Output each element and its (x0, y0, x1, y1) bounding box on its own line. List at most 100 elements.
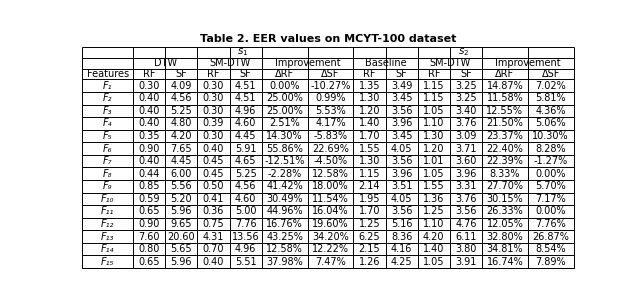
Text: 4.25: 4.25 (391, 257, 412, 267)
Text: 1.40: 1.40 (359, 118, 380, 128)
Text: 30.15%: 30.15% (486, 194, 524, 204)
Text: 0.90: 0.90 (138, 143, 160, 153)
Text: 0.30: 0.30 (203, 81, 224, 91)
Text: $s_2$: $s_2$ (458, 47, 469, 58)
Text: 3.45: 3.45 (391, 93, 412, 103)
Text: 7.17%: 7.17% (536, 194, 566, 204)
Text: 4.05: 4.05 (391, 143, 412, 153)
Text: 4.45: 4.45 (170, 156, 192, 166)
Text: 0.30: 0.30 (203, 131, 224, 141)
Text: 4.45: 4.45 (235, 131, 257, 141)
Text: ΔSF: ΔSF (321, 69, 340, 79)
Text: 0.90: 0.90 (138, 219, 160, 229)
Text: 0.50: 0.50 (203, 181, 224, 191)
Text: 4.05: 4.05 (391, 194, 412, 204)
Text: 3.25: 3.25 (455, 81, 477, 91)
Text: 12.58%: 12.58% (312, 169, 349, 179)
Text: 5.81%: 5.81% (536, 93, 566, 103)
Text: 3.56: 3.56 (455, 206, 477, 217)
Text: 4.36%: 4.36% (536, 106, 566, 116)
Text: 3.96: 3.96 (391, 118, 412, 128)
Text: 3.25: 3.25 (455, 93, 477, 103)
Text: 0.39: 0.39 (203, 118, 224, 128)
Text: 4.20: 4.20 (423, 232, 445, 242)
Text: 4.56: 4.56 (170, 93, 192, 103)
Text: F₁₄: F₁₄ (101, 244, 115, 254)
Text: 25.00%: 25.00% (266, 106, 303, 116)
Text: -12.51%: -12.51% (264, 156, 305, 166)
Text: F₇: F₇ (103, 156, 113, 166)
Text: 14.87%: 14.87% (486, 81, 524, 91)
Text: 3.56: 3.56 (391, 106, 412, 116)
Text: 30.49%: 30.49% (266, 194, 303, 204)
Text: 1.01: 1.01 (423, 156, 444, 166)
Text: RF: RF (207, 69, 220, 79)
Text: 11.58%: 11.58% (486, 93, 524, 103)
Text: F₁: F₁ (103, 81, 113, 91)
Text: 0.40: 0.40 (203, 257, 224, 267)
Text: 12.58%: 12.58% (266, 244, 303, 254)
Text: RF: RF (363, 69, 376, 79)
Text: 3.56: 3.56 (391, 206, 412, 217)
Text: 14.30%: 14.30% (266, 131, 303, 141)
Text: 1.95: 1.95 (358, 194, 380, 204)
Text: 5.91: 5.91 (235, 143, 257, 153)
Text: 0.85: 0.85 (138, 181, 160, 191)
Text: 26.87%: 26.87% (532, 232, 569, 242)
Text: 1.30: 1.30 (423, 131, 444, 141)
Text: 0.65: 0.65 (138, 257, 160, 267)
Text: Improvement: Improvement (275, 58, 340, 68)
Text: 0.40: 0.40 (138, 156, 160, 166)
Text: 3.71: 3.71 (455, 143, 477, 153)
Text: F₁₅: F₁₅ (101, 257, 115, 267)
Text: 37.98%: 37.98% (266, 257, 303, 267)
Text: 11.54%: 11.54% (312, 194, 349, 204)
Text: 6.25: 6.25 (358, 232, 380, 242)
Text: 0.75: 0.75 (203, 219, 224, 229)
Text: 2.14: 2.14 (358, 181, 380, 191)
Text: 8.54%: 8.54% (536, 244, 566, 254)
Text: 2.51%: 2.51% (269, 118, 300, 128)
Text: ΔRF: ΔRF (495, 69, 515, 79)
Text: 4.16: 4.16 (391, 244, 412, 254)
Text: ΔSF: ΔSF (541, 69, 560, 79)
Text: 1.25: 1.25 (423, 206, 445, 217)
Text: F₃: F₃ (103, 106, 113, 116)
Text: SF: SF (460, 69, 472, 79)
Text: 0.40: 0.40 (138, 106, 160, 116)
Text: 7.76: 7.76 (235, 219, 257, 229)
Text: 1.35: 1.35 (358, 81, 380, 91)
Text: 3.51: 3.51 (391, 181, 412, 191)
Text: 1.25: 1.25 (358, 219, 380, 229)
Text: 55.86%: 55.86% (266, 143, 303, 153)
Text: 4.60: 4.60 (235, 194, 256, 204)
Text: 9.65: 9.65 (170, 219, 192, 229)
Text: F₁₀: F₁₀ (101, 194, 115, 204)
Text: 0.45: 0.45 (203, 169, 224, 179)
Text: 1.20: 1.20 (423, 143, 445, 153)
Text: 1.26: 1.26 (358, 257, 380, 267)
Text: RF: RF (428, 69, 440, 79)
Text: 5.25: 5.25 (235, 169, 257, 179)
Text: 21.50%: 21.50% (486, 118, 524, 128)
Text: 1.05: 1.05 (423, 257, 445, 267)
Text: 43.25%: 43.25% (266, 232, 303, 242)
Text: 3.31: 3.31 (455, 181, 477, 191)
Text: 7.47%: 7.47% (315, 257, 346, 267)
Text: 0.80: 0.80 (138, 244, 160, 254)
Text: 8.28%: 8.28% (536, 143, 566, 153)
Text: Baseline: Baseline (365, 58, 406, 68)
Text: 4.20: 4.20 (170, 131, 192, 141)
Text: F₉: F₉ (103, 181, 113, 191)
Text: 5.70%: 5.70% (536, 181, 566, 191)
Text: 4.17%: 4.17% (315, 118, 346, 128)
Text: 1.10: 1.10 (423, 219, 444, 229)
Text: 0.41: 0.41 (203, 194, 224, 204)
Text: 13.56: 13.56 (232, 232, 259, 242)
Text: 3.60: 3.60 (455, 156, 477, 166)
Text: SF: SF (175, 69, 187, 79)
Text: $s_1$: $s_1$ (237, 47, 249, 58)
Text: 0.59: 0.59 (138, 194, 160, 204)
Text: 22.69%: 22.69% (312, 143, 349, 153)
Text: SF: SF (396, 69, 408, 79)
